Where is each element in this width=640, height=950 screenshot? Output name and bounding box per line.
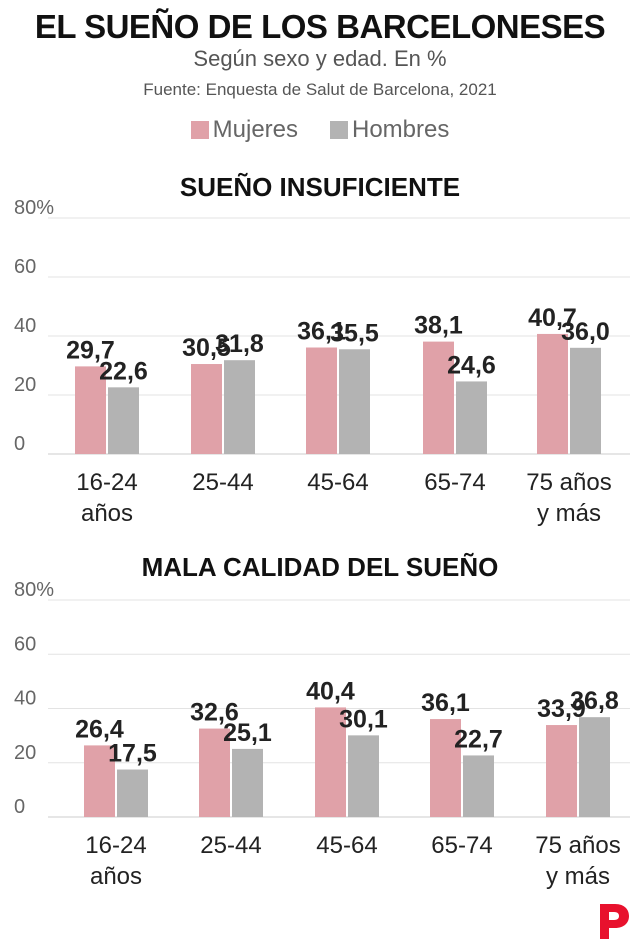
- x-tick-label: 25-44: [192, 469, 253, 496]
- legend-label-hombres: Hombres: [352, 116, 450, 143]
- chart-subtitle: Según sexo y edad. En %: [193, 46, 447, 71]
- publisher-logo-icon: [600, 904, 629, 939]
- bar-hombres: [348, 735, 379, 817]
- bar-hombres: [570, 347, 601, 454]
- data-label: 30,1: [339, 705, 388, 733]
- data-label: 35,5: [330, 319, 379, 347]
- bar-hombres: [456, 381, 487, 454]
- bar-chart-mala-calidad: 0 20 40 60 80% 26,417,5 16-24 años 32,625,1 25-44…: [14, 579, 630, 890]
- bar-hombres: [108, 387, 139, 454]
- panel-title-mala-calidad: MALA CALIDAD DEL SUEÑO: [141, 552, 499, 582]
- legend-swatch-mujeres: [190, 121, 209, 139]
- data-label: 17,5: [108, 740, 157, 768]
- bar-mujeres: [430, 719, 461, 817]
- x-tick-label: años: [81, 500, 133, 527]
- bar-mujeres: [191, 364, 222, 454]
- x-tick-label: 16-24: [76, 469, 137, 496]
- legend-item-mujeres: Mujeres: [190, 116, 298, 144]
- bar-hombres: [463, 755, 494, 817]
- data-label: 24,6: [447, 351, 496, 379]
- x-tick-label: 75 años: [535, 832, 620, 859]
- x-tick-label: 25-44: [200, 832, 261, 859]
- bar-mujeres: [75, 366, 106, 454]
- bar-mujeres: [315, 707, 346, 817]
- y-tick-label: 60: [14, 256, 36, 278]
- bar-mujeres: [423, 341, 454, 454]
- legend-swatch-hombres: [330, 121, 348, 139]
- bar-mujeres: [199, 728, 230, 817]
- x-tick-label: años: [90, 863, 142, 890]
- x-tick-label: 75 años: [526, 469, 611, 496]
- y-tick-label: 0: [14, 433, 25, 455]
- data-label: 22,7: [454, 725, 503, 753]
- source-note: Fuente: Enquesta de Salut de Barcelona, …: [143, 80, 497, 99]
- data-label: 36,1: [297, 318, 346, 346]
- bar-mujeres: [84, 745, 115, 817]
- data-label: 22,6: [99, 357, 148, 385]
- data-label: 36,1: [421, 689, 470, 717]
- bar-hombres: [579, 717, 610, 817]
- bar-mujeres: [306, 347, 337, 454]
- bar-hombres: [224, 360, 255, 454]
- legend-label-mujeres: Mujeres: [212, 116, 298, 143]
- bar-hombres: [339, 349, 370, 454]
- data-label: 32,6: [190, 699, 239, 727]
- bar-hombres: [232, 748, 263, 817]
- data-label: 36,8: [570, 687, 619, 715]
- data-label: 31,8: [215, 330, 264, 358]
- x-tick-label: 45-64: [316, 832, 377, 859]
- y-tick-label: 40: [14, 688, 36, 710]
- panel-title-sueno-insuficiente: SUEÑO INSUFICIENTE: [179, 172, 461, 202]
- y-tick-label: 0: [14, 796, 25, 818]
- data-label: 40,7: [528, 304, 577, 332]
- y-tick-label: 80%: [14, 579, 54, 601]
- data-label: 38,1: [414, 312, 463, 340]
- data-label: 30,5: [182, 334, 231, 362]
- legend-item-hombres: Hombres: [330, 116, 449, 144]
- legend: Mujeres Hombres: [0, 116, 640, 144]
- x-tick-label: 16-24: [85, 832, 146, 859]
- y-tick-label: 80%: [14, 197, 54, 219]
- data-label: 36,0: [561, 318, 610, 346]
- data-label: 26,4: [75, 715, 124, 743]
- y-tick-label: 40: [14, 315, 36, 337]
- data-label: 25,1: [223, 719, 272, 747]
- y-tick-label: 20: [14, 742, 36, 764]
- x-tick-label: y más: [546, 863, 610, 890]
- data-label: 33,9: [537, 695, 586, 723]
- x-tick-label: 45-64: [307, 469, 368, 496]
- y-tick-label: 20: [14, 374, 36, 396]
- bar-chart-sueno-insuficiente: 0 20 40 60 80% 29,722,6 16-24 años 30,531,8 25-44…: [14, 197, 630, 527]
- x-tick-label: 65-74: [424, 469, 485, 496]
- bar-mujeres: [537, 333, 568, 454]
- y-tick-label: 60: [14, 633, 36, 655]
- bar-hombres: [117, 769, 148, 817]
- chart-title: EL SUEÑO DE LOS BARCELONESES: [34, 8, 606, 45]
- x-tick-label: y más: [537, 500, 601, 527]
- bar-mujeres: [546, 725, 577, 817]
- x-tick-label: 65-74: [431, 832, 492, 859]
- data-label: 40,4: [306, 677, 355, 705]
- data-label: 29,7: [66, 336, 115, 364]
